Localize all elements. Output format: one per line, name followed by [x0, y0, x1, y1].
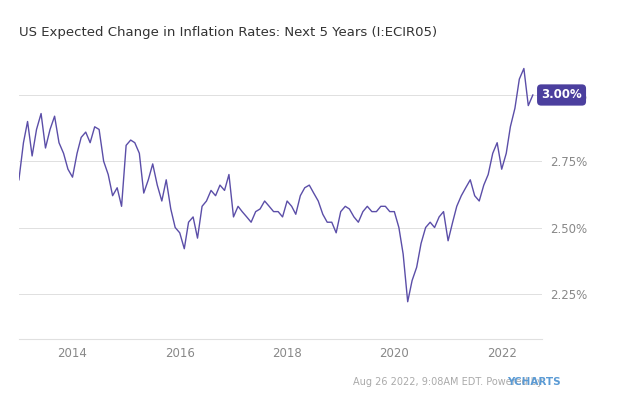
Text: 3.00%: 3.00%: [541, 89, 582, 102]
Text: YCHARTS: YCHARTS: [507, 377, 561, 387]
Text: US Expected Change in Inflation Rates: Next 5 Years (I:ECIR05): US Expected Change in Inflation Rates: N…: [19, 26, 437, 39]
Text: Aug 26 2022, 9:08AM EDT. Powered by: Aug 26 2022, 9:08AM EDT. Powered by: [353, 377, 546, 387]
